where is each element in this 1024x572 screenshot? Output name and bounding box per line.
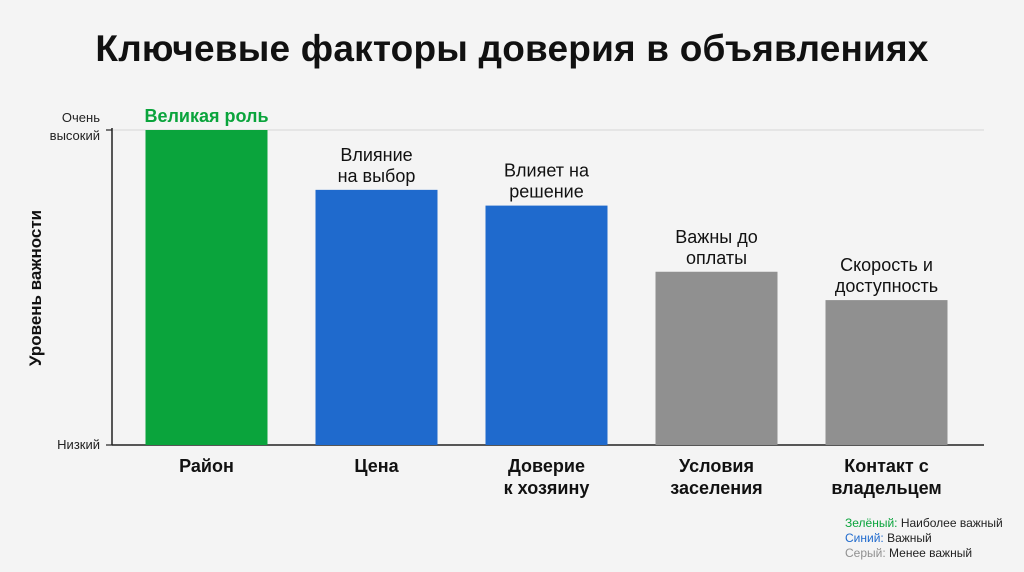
legend-desc: Менее важный [889,546,973,560]
category-label-5: Контакт с владельцем [831,456,941,498]
bar-1 [145,130,268,445]
legend-key: Зелёный: [845,516,898,530]
data-label-4: Важны до оплаты [675,227,757,268]
legend-key: Серый: [845,546,886,560]
category-label-1: Район [179,456,234,476]
data-label-2: Влияние на выбор [338,145,416,186]
category-labels: Район Цена Доверие к хозяину Условия заселени… [179,456,942,498]
legend-entry-green: Зелёный: Наиболее важный [845,516,1003,531]
legend-entry-blue: Синий: Важный [845,531,1003,546]
y-tick-label: Низкий [57,437,100,452]
data-label-1: Великая роль [144,106,268,126]
data-label-3: Влияет на решение [504,161,590,202]
chart-title: Ключевые факторы доверия в объявлениях [95,28,929,69]
bar-2 [315,189,438,445]
legend-key: Синий: [845,531,884,545]
category-label-2: Цена [354,456,399,476]
category-label-3: Доверие к хозяину [504,456,590,498]
legend: Зелёный: Наиболее важный Синий: Важный С… [845,516,1003,561]
legend-desc: Наиболее важный [900,516,1003,530]
bars [145,130,948,445]
legend-entry-gray: Серый: Менее важный [845,546,1003,561]
category-label-4: Условия заселения [670,456,762,498]
data-label-5: Скорость и доступность [835,255,938,296]
bar-5 [825,300,948,445]
data-labels: Великая роль Влияние на выбор Влияет на реше… [144,106,938,296]
y-axis-label: Уровень важности [26,210,45,366]
bar-3 [485,205,608,445]
bar-4 [655,271,778,445]
legend-desc: Важный [887,531,932,545]
y-tick-label: Очень высокий [50,110,101,143]
